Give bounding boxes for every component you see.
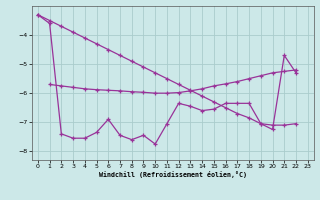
X-axis label: Windchill (Refroidissement éolien,°C): Windchill (Refroidissement éolien,°C) <box>99 171 247 178</box>
